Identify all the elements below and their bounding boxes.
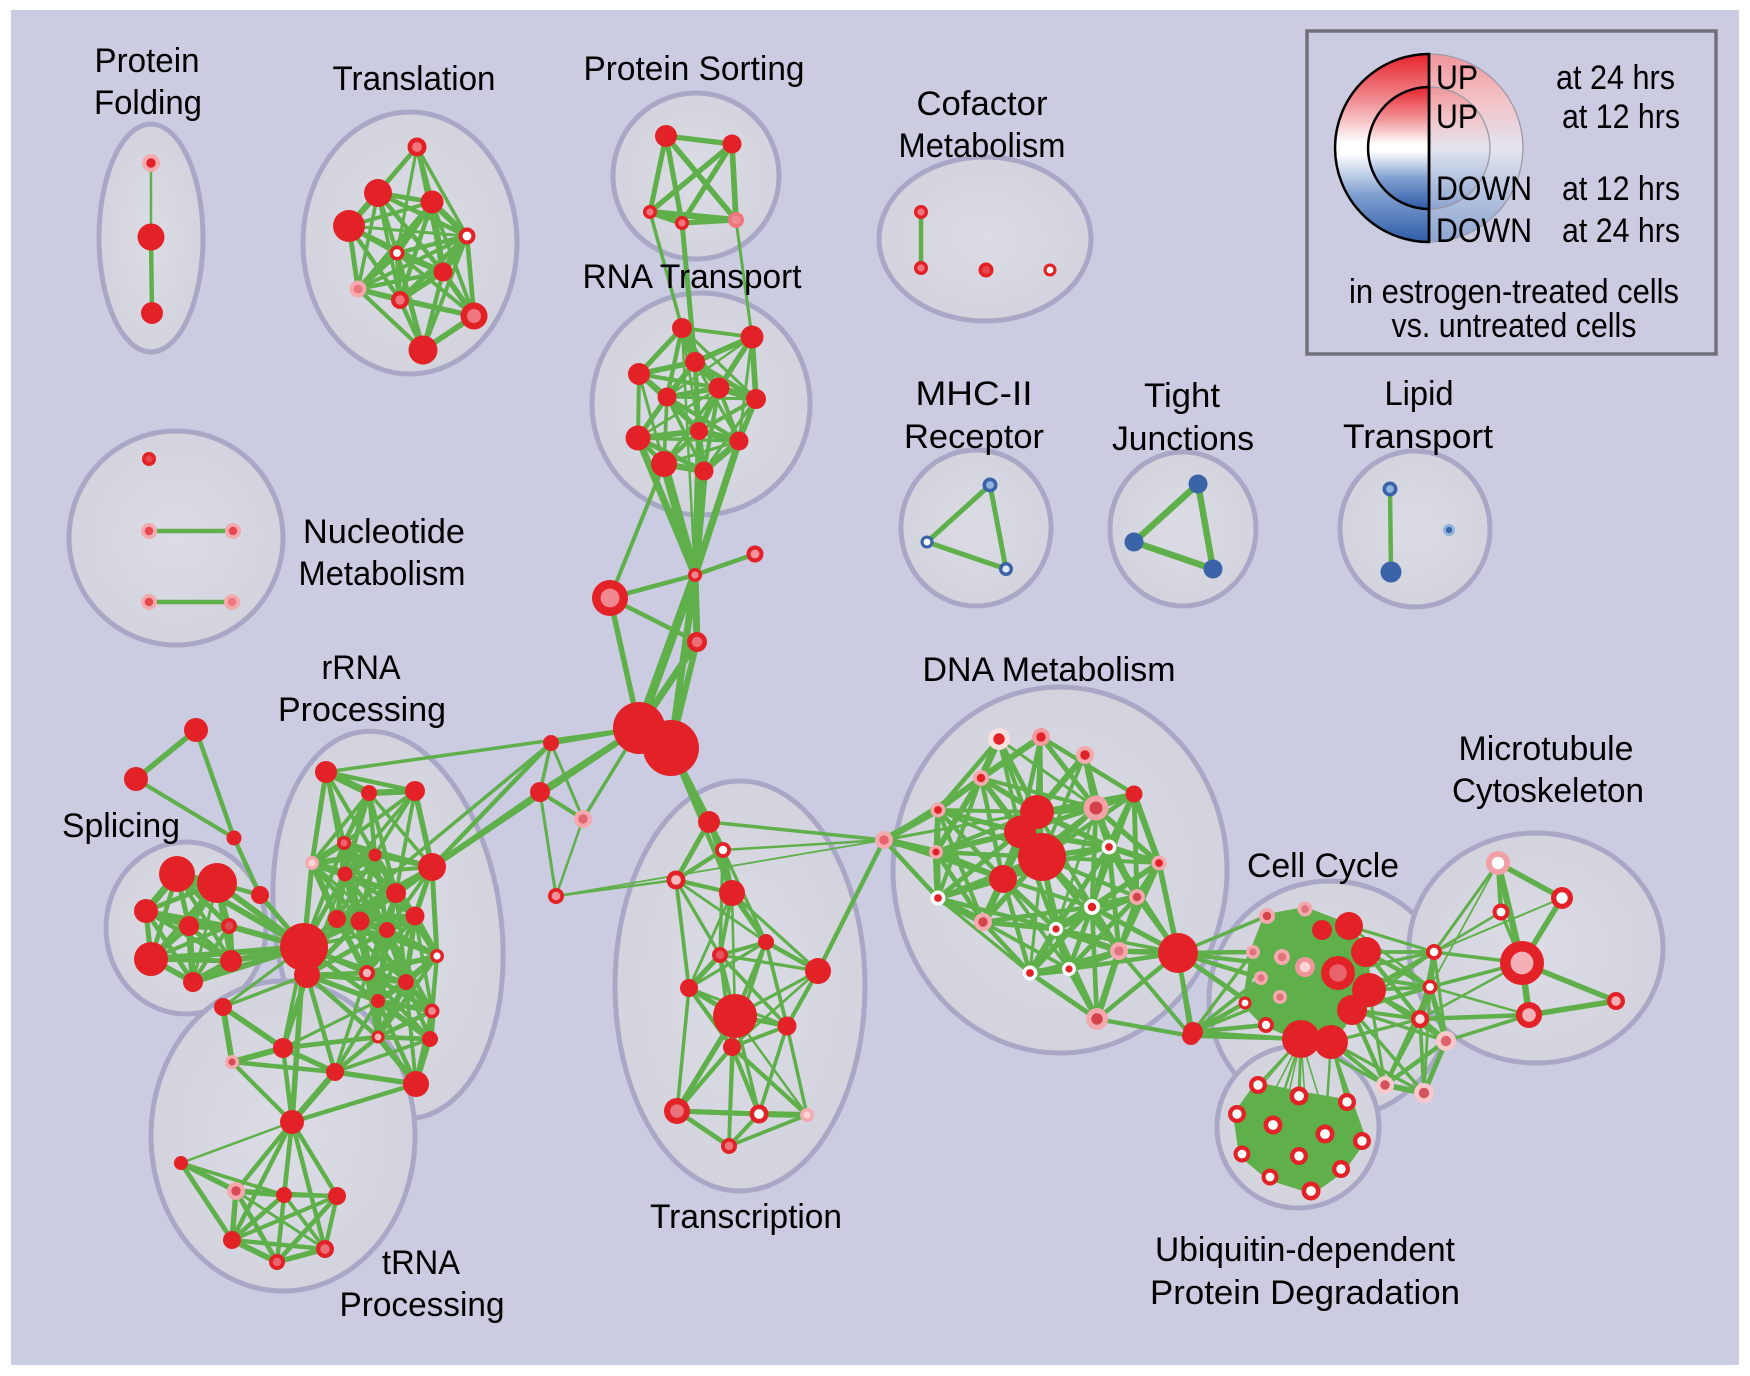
svg-text:Metabolism: Metabolism bbox=[899, 127, 1066, 165]
svg-text:Cell Cycle: Cell Cycle bbox=[1247, 847, 1399, 885]
svg-text:Cofactor: Cofactor bbox=[917, 85, 1048, 123]
svg-text:vs. untreated cells: vs. untreated cells bbox=[1392, 307, 1637, 345]
svg-text:at 24 hrs: at 24 hrs bbox=[1556, 59, 1675, 97]
svg-text:DOWN: DOWN bbox=[1436, 212, 1532, 250]
svg-text:Folding: Folding bbox=[94, 84, 202, 122]
svg-text:Microtubule: Microtubule bbox=[1459, 730, 1634, 768]
svg-text:tRNA: tRNA bbox=[382, 1244, 460, 1282]
svg-text:Splicing: Splicing bbox=[62, 807, 180, 845]
svg-text:RNA Transport: RNA Transport bbox=[583, 258, 803, 296]
svg-text:Protein Sorting: Protein Sorting bbox=[584, 50, 805, 88]
svg-text:Nucleotide: Nucleotide bbox=[303, 513, 465, 551]
svg-text:Metabolism: Metabolism bbox=[299, 555, 466, 593]
svg-text:at 24 hrs: at 24 hrs bbox=[1562, 212, 1680, 250]
svg-text:Protein: Protein bbox=[95, 42, 200, 80]
svg-text:Protein Degradation: Protein Degradation bbox=[1150, 1274, 1460, 1312]
svg-text:in estrogen-treated cells: in estrogen-treated cells bbox=[1349, 273, 1679, 311]
svg-text:Junctions: Junctions bbox=[1112, 420, 1254, 458]
svg-text:Processing: Processing bbox=[340, 1286, 505, 1324]
svg-text:Transcription: Transcription bbox=[650, 1198, 842, 1236]
svg-text:DOWN: DOWN bbox=[1436, 170, 1532, 208]
svg-text:rRNA: rRNA bbox=[322, 649, 401, 687]
svg-text:Ubiquitin-dependent: Ubiquitin-dependent bbox=[1155, 1231, 1456, 1269]
svg-text:Lipid: Lipid bbox=[1385, 375, 1454, 413]
svg-text:DNA Metabolism: DNA Metabolism bbox=[923, 651, 1176, 689]
svg-text:at 12 hrs: at 12 hrs bbox=[1562, 98, 1680, 136]
svg-text:Processing: Processing bbox=[278, 691, 446, 729]
svg-text:Transport: Transport bbox=[1343, 418, 1494, 456]
svg-text:UP: UP bbox=[1436, 98, 1478, 136]
svg-text:Translation: Translation bbox=[333, 60, 496, 98]
svg-text:Tight: Tight bbox=[1144, 377, 1221, 415]
svg-text:UP: UP bbox=[1436, 59, 1478, 97]
svg-text:MHC-II: MHC-II bbox=[916, 375, 1033, 413]
svg-text:Cytoskeleton: Cytoskeleton bbox=[1452, 772, 1644, 810]
svg-text:at 12 hrs: at 12 hrs bbox=[1562, 170, 1680, 208]
svg-text:Receptor: Receptor bbox=[904, 418, 1044, 456]
